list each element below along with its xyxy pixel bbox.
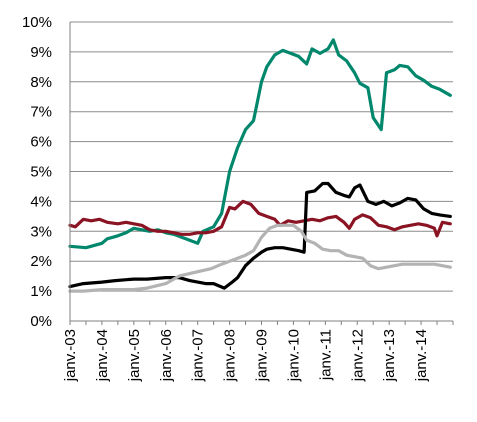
x-tick-label: janv.-12: [349, 329, 366, 382]
x-tick-label: janv.-08: [222, 329, 239, 382]
y-tick-label: 6%: [30, 134, 52, 151]
y-tick-label: 7%: [30, 104, 52, 121]
x-tick-label: janv.-04: [94, 329, 111, 382]
y-tick-label: 3%: [30, 223, 52, 240]
y-tick-label: 0%: [30, 313, 52, 330]
y-tick-labels: 0% 1% 2% 3% 4% 5% 6% 7% 8% 9% 10%: [22, 14, 52, 330]
y-tick-label: 8%: [30, 74, 52, 91]
x-tick-label: janv.-09: [254, 329, 271, 382]
x-tick-label: janv.-03: [62, 329, 79, 382]
series-lines: [70, 40, 450, 291]
x-tick-labels: janv.-03 janv.-04 janv.-05 janv.-06 janv.-07…: [62, 329, 430, 382]
y-tick-label: 2%: [30, 253, 52, 270]
y-tick-label: 10%: [22, 14, 52, 31]
y-tick-label: 9%: [30, 44, 52, 61]
x-tick-label: janv.-05: [126, 329, 143, 382]
x-tick-label: janv.-13: [381, 329, 398, 382]
y-tick-label: 5%: [30, 164, 52, 181]
x-tick-label: janv.-10: [285, 329, 302, 382]
x-tick-label: janv.-07: [190, 329, 207, 382]
x-tick-label: janv.-11: [317, 329, 334, 381]
y-tick-label: 4%: [30, 193, 52, 210]
series-line-3: [70, 184, 450, 289]
series-line-1: [70, 40, 450, 248]
x-tick-label: janv.-06: [158, 329, 175, 382]
y-tick-label: 1%: [30, 283, 52, 300]
x-tick-label: janv.-14: [413, 329, 430, 382]
